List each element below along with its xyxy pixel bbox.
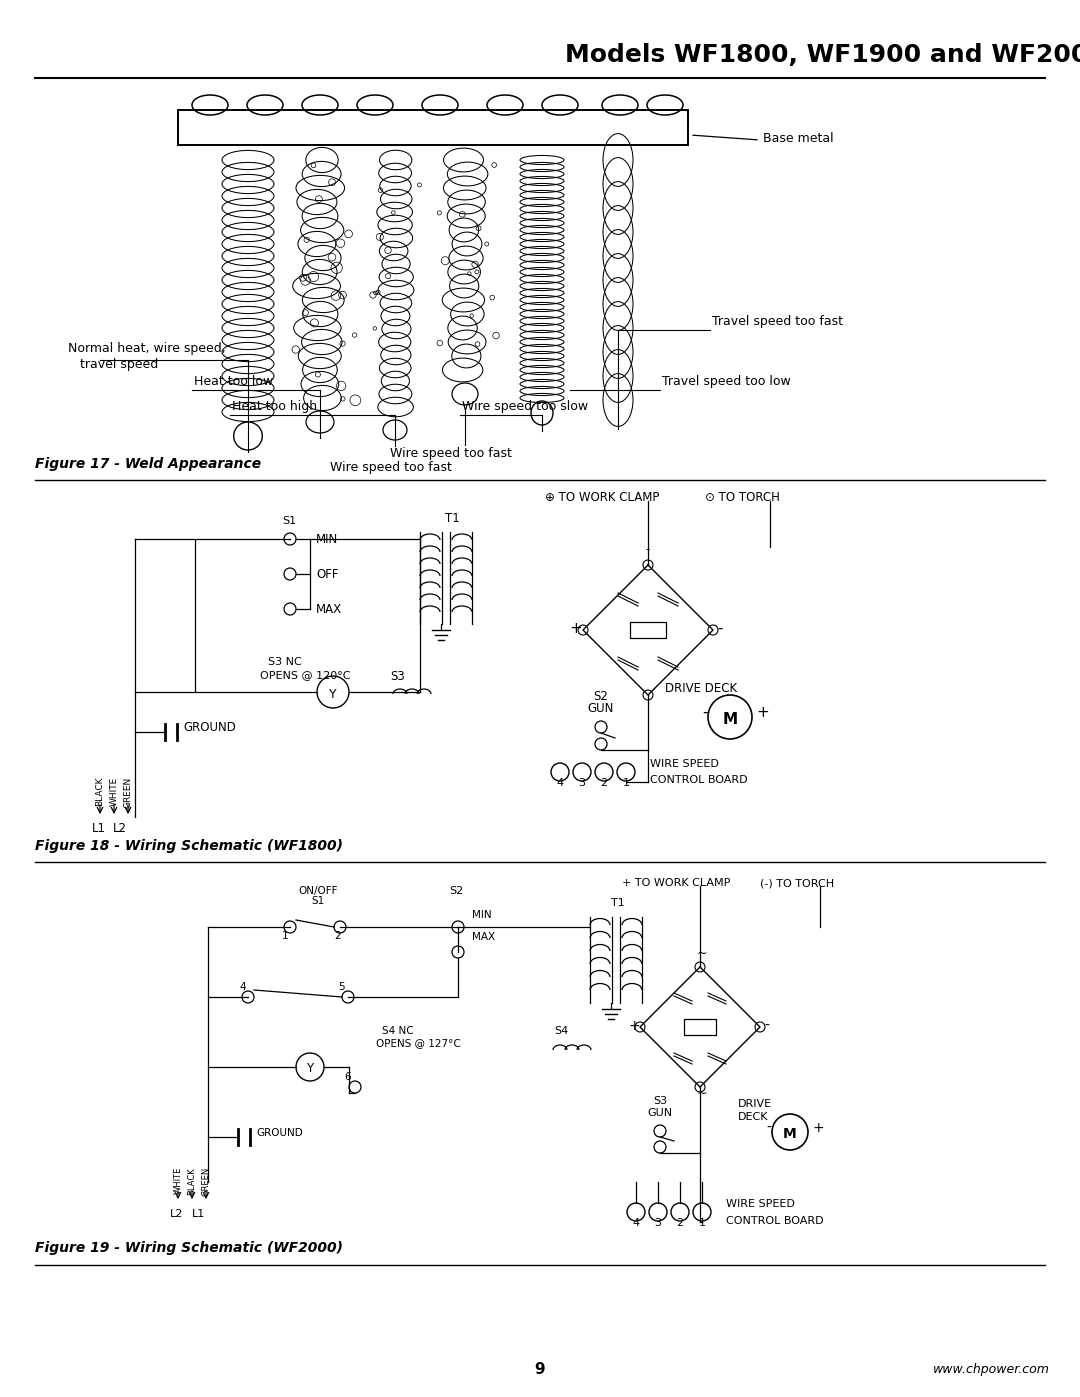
Text: S1: S1 bbox=[282, 515, 296, 527]
Text: Heat too low: Heat too low bbox=[194, 374, 273, 388]
Text: 5: 5 bbox=[338, 982, 345, 992]
Text: 1: 1 bbox=[282, 930, 288, 942]
Text: ~: ~ bbox=[697, 947, 707, 960]
Text: S3: S3 bbox=[390, 671, 405, 683]
Text: S3: S3 bbox=[653, 1097, 667, 1106]
Text: MIN: MIN bbox=[316, 534, 338, 546]
Text: Wire speed too fast: Wire speed too fast bbox=[390, 447, 512, 460]
Text: -: - bbox=[702, 705, 707, 719]
Text: S2: S2 bbox=[449, 886, 463, 895]
Text: ⊙ TO TORCH: ⊙ TO TORCH bbox=[705, 490, 780, 504]
Text: www.chpower.com: www.chpower.com bbox=[933, 1363, 1050, 1376]
Text: MAX: MAX bbox=[472, 932, 495, 942]
Text: (-) TO TORCH: (-) TO TORCH bbox=[760, 877, 834, 888]
Text: Figure 17 - Weld Appearance: Figure 17 - Weld Appearance bbox=[35, 457, 261, 471]
Text: L2: L2 bbox=[113, 821, 127, 835]
Text: OPENS @ 127°C: OPENS @ 127°C bbox=[376, 1038, 461, 1048]
Text: 4: 4 bbox=[556, 778, 564, 788]
Text: -: - bbox=[717, 622, 723, 636]
Text: BLACK: BLACK bbox=[188, 1166, 197, 1194]
Text: -: - bbox=[766, 1120, 771, 1134]
Bar bbox=[684, 1018, 716, 1035]
Text: S1: S1 bbox=[311, 895, 325, 907]
Text: GROUND: GROUND bbox=[256, 1127, 302, 1139]
Text: 2: 2 bbox=[600, 778, 608, 788]
Text: DRIVE: DRIVE bbox=[738, 1099, 772, 1109]
Text: +: + bbox=[756, 705, 769, 719]
Text: DRIVE DECK: DRIVE DECK bbox=[665, 682, 738, 694]
Text: Models WF1800, WF1900 and WF2000: Models WF1800, WF1900 and WF2000 bbox=[565, 43, 1080, 67]
Text: S4 NC: S4 NC bbox=[382, 1025, 414, 1037]
Text: 6: 6 bbox=[345, 1071, 351, 1083]
Text: +: + bbox=[812, 1120, 824, 1134]
Text: 3: 3 bbox=[579, 778, 585, 788]
Text: GROUND: GROUND bbox=[183, 721, 235, 733]
Text: Wire speed too slow: Wire speed too slow bbox=[462, 400, 589, 414]
Text: T1: T1 bbox=[445, 511, 459, 525]
Text: MAX: MAX bbox=[316, 604, 342, 616]
Text: L2: L2 bbox=[170, 1208, 184, 1220]
Text: DECK: DECK bbox=[738, 1112, 769, 1122]
Text: + TO WORK CLAMP: + TO WORK CLAMP bbox=[622, 877, 730, 888]
Text: S2: S2 bbox=[594, 690, 608, 703]
Text: MIN: MIN bbox=[472, 909, 491, 921]
Text: S4: S4 bbox=[554, 1025, 568, 1037]
Text: Y: Y bbox=[307, 1063, 313, 1076]
Text: Figure 19 - Wiring Schematic (WF2000): Figure 19 - Wiring Schematic (WF2000) bbox=[35, 1241, 343, 1255]
Text: GREEN: GREEN bbox=[202, 1166, 211, 1196]
Text: ON/OFF: ON/OFF bbox=[298, 886, 338, 895]
Text: ~: ~ bbox=[697, 1087, 707, 1099]
Text: Base metal: Base metal bbox=[762, 131, 834, 144]
Text: S3 NC: S3 NC bbox=[268, 657, 301, 666]
Text: +: + bbox=[569, 622, 582, 636]
Text: BLACK: BLACK bbox=[95, 777, 105, 806]
Text: 1: 1 bbox=[699, 1218, 705, 1228]
Text: Travel speed too low: Travel speed too low bbox=[662, 374, 791, 388]
Text: WIRE SPEED: WIRE SPEED bbox=[650, 759, 719, 768]
Text: CONTROL BOARD: CONTROL BOARD bbox=[650, 775, 747, 785]
Text: M: M bbox=[783, 1127, 797, 1141]
Text: T1: T1 bbox=[611, 898, 625, 908]
Text: CONTROL BOARD: CONTROL BOARD bbox=[726, 1215, 824, 1227]
Text: -: - bbox=[764, 1018, 769, 1032]
Text: WIRE SPEED: WIRE SPEED bbox=[726, 1199, 795, 1208]
Bar bbox=[178, 110, 688, 145]
Text: ⊕ TO WORK CLAMP: ⊕ TO WORK CLAMP bbox=[545, 490, 660, 504]
Text: M: M bbox=[723, 711, 738, 726]
Text: 4: 4 bbox=[239, 982, 245, 992]
Text: Figure 18 - Wiring Schematic (WF1800): Figure 18 - Wiring Schematic (WF1800) bbox=[35, 840, 343, 854]
Text: WHITE: WHITE bbox=[109, 777, 119, 806]
Text: Heat too high: Heat too high bbox=[232, 400, 318, 414]
Text: 4: 4 bbox=[633, 1218, 639, 1228]
Text: -: - bbox=[645, 543, 649, 556]
Text: +: + bbox=[627, 1018, 639, 1032]
Text: GREEN: GREEN bbox=[123, 777, 133, 809]
Text: GUN: GUN bbox=[647, 1108, 673, 1118]
Text: 9: 9 bbox=[535, 1362, 545, 1377]
Text: 2: 2 bbox=[334, 930, 340, 942]
Text: GUN: GUN bbox=[588, 703, 615, 715]
Text: Wire speed too fast: Wire speed too fast bbox=[330, 461, 451, 475]
Text: 3: 3 bbox=[654, 1218, 661, 1228]
Text: L1: L1 bbox=[92, 821, 106, 835]
Bar bbox=[630, 622, 666, 638]
Text: OFF: OFF bbox=[316, 569, 338, 581]
Text: Y: Y bbox=[329, 687, 337, 700]
Text: L1: L1 bbox=[192, 1208, 205, 1220]
Text: Travel speed too fast: Travel speed too fast bbox=[712, 314, 843, 328]
Text: OPENS @ 120°C: OPENS @ 120°C bbox=[260, 671, 351, 680]
Text: Normal heat, wire speed,: Normal heat, wire speed, bbox=[68, 342, 226, 355]
Text: travel speed: travel speed bbox=[68, 358, 159, 372]
Text: 1: 1 bbox=[622, 778, 630, 788]
Text: 2: 2 bbox=[676, 1218, 684, 1228]
Text: WHITE: WHITE bbox=[174, 1166, 183, 1194]
